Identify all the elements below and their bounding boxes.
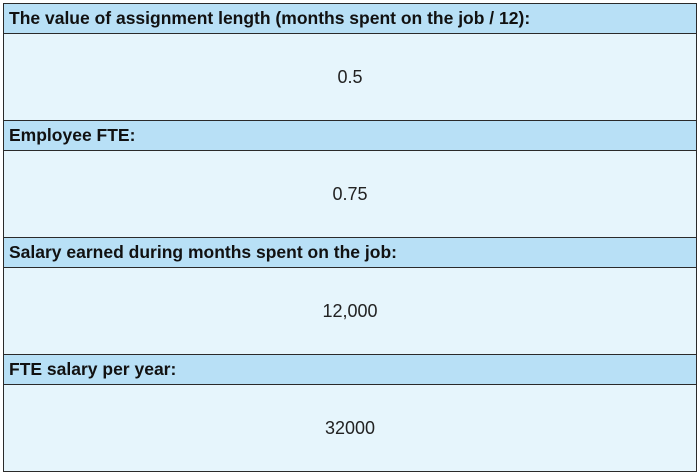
fte-salary-value-text: 32000	[324, 417, 376, 438]
assignment-length-label: The value of assignment length (months s…	[4, 4, 696, 34]
employee-fte-label: Employee FTE:	[4, 121, 696, 151]
salary-earned-value: 12,000	[4, 268, 696, 355]
employee-fte-value-text: 0.75	[332, 183, 368, 204]
fte-salary-label: FTE salary per year:	[4, 355, 696, 385]
employee-fte-value: 0.75	[4, 151, 696, 238]
assignment-length-value-text: 0.5	[337, 66, 363, 87]
salary-earned-value-text: 12,000	[322, 300, 378, 321]
assignment-length-value: 0.5	[4, 34, 696, 121]
salary-earned-label: Salary earned during months spent on the…	[4, 238, 696, 268]
fte-salary-value: 32000	[4, 385, 696, 472]
results-table: The value of assignment length (months s…	[3, 3, 697, 472]
